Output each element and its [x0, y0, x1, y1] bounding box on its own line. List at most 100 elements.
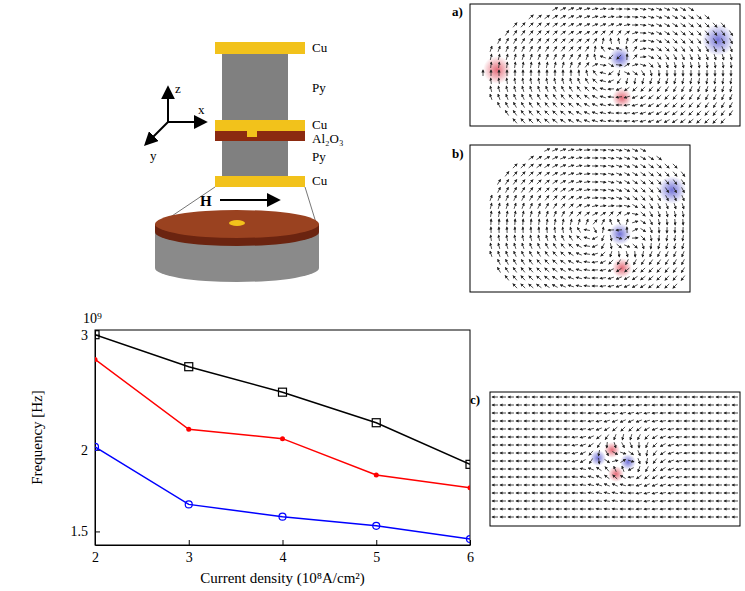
- field-vector: [548, 444, 554, 445]
- field-vector: [608, 88, 614, 89]
- field-vector: [673, 268, 676, 273]
- field-vector: [545, 188, 549, 192]
- field-vector: [617, 78, 620, 83]
- field-vector: [597, 435, 602, 439]
- tick-label: 1.5: [71, 524, 89, 539]
- field-vector: [580, 516, 586, 517]
- field-vector: [532, 500, 538, 501]
- field-vector: [657, 87, 661, 92]
- field-vector: [650, 227, 652, 233]
- field-vector: [657, 55, 661, 59]
- field-vector: [592, 165, 598, 166]
- field-vector: [657, 188, 661, 193]
- field-vector: [593, 39, 596, 44]
- field-vector: [560, 16, 565, 19]
- field-vector: [604, 396, 610, 397]
- figure: CuPyCuAl₂O₃PyCuHzxy234561.523Current den…: [0, 0, 745, 591]
- field-vector: [706, 62, 708, 68]
- field-vector: [608, 181, 614, 183]
- tick-label: 2: [92, 550, 99, 565]
- field-vector: [708, 428, 714, 429]
- field-vector: [632, 165, 637, 168]
- field-vector: [668, 452, 674, 454]
- field-vector: [668, 420, 674, 421]
- nano-contact: [247, 131, 257, 137]
- core-blob: [483, 56, 511, 84]
- field-vector: [589, 458, 592, 463]
- field-vector: [620, 396, 626, 397]
- triad-label: x: [198, 102, 205, 117]
- field-vector: [592, 237, 597, 240]
- field-vector: [646, 466, 649, 471]
- field-vector: [714, 94, 717, 99]
- field-vector: [506, 211, 507, 217]
- field-vector: [570, 62, 572, 68]
- field-vector: [556, 404, 562, 405]
- field-vector: [716, 500, 722, 501]
- field-vector: [665, 39, 670, 43]
- field-vector: [498, 46, 500, 52]
- field-vector: [674, 235, 675, 241]
- field-vector: [614, 466, 616, 471]
- field-vector: [673, 103, 677, 107]
- field-vector: [708, 492, 714, 493]
- field-vector: [572, 404, 578, 405]
- field-vector: [621, 427, 625, 431]
- field-vector: [616, 157, 622, 159]
- field-vector: [572, 516, 578, 517]
- field-vector: [700, 468, 706, 469]
- field-vector: [516, 501, 522, 502]
- field-vector: [657, 260, 660, 265]
- field-vector: [632, 157, 637, 159]
- field-vector: [516, 484, 522, 485]
- field-vector: [648, 48, 654, 50]
- field-vector: [673, 47, 677, 52]
- field-vector: [553, 95, 556, 100]
- field-vector: [638, 466, 640, 472]
- field-vector: [490, 78, 492, 84]
- field-vector: [514, 46, 516, 52]
- field-vector: [522, 219, 523, 225]
- field-vector: [548, 484, 554, 485]
- field-vector: [600, 56, 606, 58]
- field-vector: [600, 197, 606, 198]
- field-vector: [508, 437, 514, 438]
- field-vector: [730, 86, 732, 92]
- field-vector: [545, 46, 548, 51]
- field-vector: [664, 31, 669, 34]
- field-vector: [676, 508, 682, 509]
- field-vector: [722, 38, 725, 43]
- field-vector: [632, 96, 637, 98]
- field-vector: [722, 46, 724, 52]
- field-vector: [522, 203, 524, 209]
- field-vector: [585, 78, 588, 83]
- field-vector: [624, 173, 629, 176]
- field-vector: [548, 468, 554, 469]
- field-vector: [646, 442, 648, 448]
- field-vector: [521, 23, 525, 27]
- field-vector: [492, 517, 498, 518]
- field-vector: [560, 8, 565, 11]
- field-vector: [553, 39, 557, 43]
- field-vector: [491, 70, 492, 76]
- field-vector: [498, 219, 499, 225]
- field-vector: [588, 396, 594, 397]
- field-vector: [612, 404, 618, 405]
- field-vector: [548, 412, 554, 413]
- field-vector: [514, 227, 515, 233]
- field-vector: [721, 23, 725, 28]
- field-vector: [492, 469, 498, 470]
- field-vector: [723, 70, 724, 76]
- field-vector: [666, 243, 668, 249]
- field-vector: [628, 492, 634, 493]
- field-vector: [676, 412, 682, 413]
- field-vector: [498, 251, 500, 257]
- field-vector: [624, 205, 630, 206]
- field-vector: [553, 180, 558, 183]
- field-vector: [514, 86, 516, 92]
- field-vector: [714, 78, 716, 84]
- field-vector: [681, 39, 685, 43]
- field-vector: [626, 227, 627, 233]
- data-point: [280, 436, 285, 441]
- field-vector: [560, 285, 566, 287]
